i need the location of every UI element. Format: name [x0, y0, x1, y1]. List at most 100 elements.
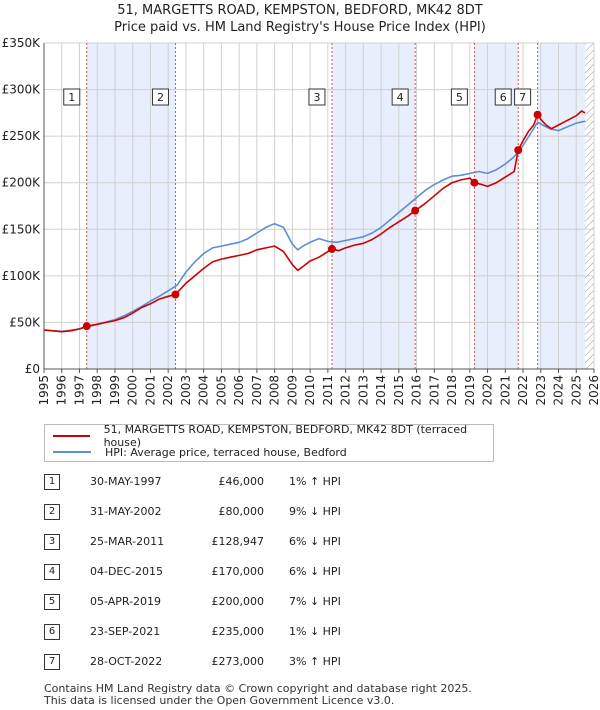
- x-tick-label: 2012: [339, 375, 353, 406]
- sale-number-badge: 2: [44, 504, 60, 520]
- x-tick-label: 2021: [498, 375, 512, 406]
- sale-date: 04-DEC-2015: [90, 565, 164, 578]
- x-tick-label: 2003: [179, 375, 193, 406]
- x-tick-label: 1998: [90, 375, 104, 406]
- event-label-box: [308, 88, 326, 106]
- x-tick-label: 2018: [445, 375, 459, 406]
- x-tick-label: 2005: [214, 375, 228, 406]
- sale-point: [82, 322, 91, 331]
- event-label: 7: [519, 91, 526, 104]
- chart-title: 51, MARGETTS ROAD, KEMPSTON, BEDFORD, MK…: [117, 3, 483, 18]
- sale-point: [411, 206, 420, 215]
- y-tick-label: £50K: [9, 315, 41, 329]
- event-label: 3: [313, 91, 320, 104]
- x-tick-label: 2016: [410, 375, 424, 406]
- x-tick-label: 2001: [143, 375, 157, 406]
- chart-subtitle: Price paid vs. HM Land Registry's House …: [114, 20, 486, 35]
- x-tick-label: 1999: [108, 375, 122, 406]
- x-tick-label: 2017: [427, 375, 441, 406]
- sale-point: [327, 244, 336, 253]
- sale-price: £128,947: [211, 535, 265, 548]
- footer-line-licence: This data is licensed under the Open Gov…: [44, 694, 395, 707]
- x-tick-label: 2014: [374, 375, 388, 406]
- y-tick-label: £0: [25, 362, 40, 376]
- x-tick-label: 1996: [55, 375, 69, 406]
- event-label: 4: [397, 91, 404, 104]
- legend-swatch-hpi: [53, 451, 91, 453]
- sale-row: 3 25-MAR-2011 £128,947 6% ↓ HPI: [44, 532, 404, 552]
- sale-number-badge: 1: [44, 474, 60, 490]
- footer-attribution: Contains HM Land Registry data © Crown c…: [44, 683, 472, 707]
- series-line-property: [43, 110, 586, 333]
- sale-price: £200,000: [211, 595, 265, 608]
- sale-point: [171, 290, 180, 299]
- sale-price: £170,000: [211, 565, 265, 578]
- x-tick-label: 2024: [552, 375, 566, 406]
- series-line-hpi: [43, 120, 586, 333]
- event-label-box: [450, 88, 468, 106]
- y-tick-label: £250K: [2, 129, 42, 143]
- x-tick-label: 2002: [161, 375, 175, 406]
- x-tick-label: 2011: [321, 375, 335, 406]
- sale-hpi-diff: 1% ↓ HPI: [289, 625, 341, 638]
- sale-number-badge: 4: [44, 564, 60, 580]
- sale-row: 7 28-OCT-2022 £273,000 3% ↑ HPI: [44, 652, 404, 672]
- x-tick-label: 2004: [197, 375, 211, 406]
- sale-hpi-diff: 9% ↓ HPI: [289, 505, 341, 518]
- sale-row: 6 23-SEP-2021 £235,000 1% ↓ HPI: [44, 622, 404, 642]
- legend-item-property: 51, MARGETTS ROAD, KEMPSTON, BEDFORD, MK…: [53, 423, 493, 449]
- sale-row: 5 05-APR-2019 £200,000 7% ↓ HPI: [44, 592, 404, 612]
- y-tick-label: £300K: [2, 83, 42, 97]
- event-label-box: [151, 88, 169, 106]
- sale-price: £46,000: [218, 475, 265, 488]
- x-tick-label: 2008: [268, 375, 282, 406]
- sale-price: £273,000: [211, 655, 265, 668]
- sale-price: £235,000: [211, 625, 265, 638]
- legend-label-hpi: HPI: Average price, terraced house, Bedf…: [105, 445, 347, 459]
- sale-date: 30-MAY-1997: [90, 475, 162, 488]
- sale-point: [533, 110, 542, 119]
- x-tick-label: 1995: [37, 375, 51, 406]
- x-tick-label: 2013: [356, 375, 370, 406]
- sale-hpi-diff: 3% ↑ HPI: [289, 655, 341, 668]
- x-tick-label: 2009: [285, 375, 299, 406]
- x-tick-label: 2023: [534, 375, 548, 406]
- sale-point: [470, 178, 479, 187]
- x-tick-label: 2026: [587, 375, 600, 406]
- price-chart: 51, MARGETTS ROAD, KEMPSTON, BEDFORD, MK…: [2, 3, 600, 406]
- sale-row: 1 30-MAY-1997 £46,000 1% ↑ HPI: [44, 472, 404, 492]
- event-label: 6: [500, 91, 507, 104]
- event-label: 2: [157, 91, 164, 104]
- x-tick-label: 2006: [232, 375, 246, 406]
- sale-row: 2 31-MAY-2002 £80,000 9% ↓ HPI: [44, 502, 404, 522]
- sale-price: £80,000: [218, 505, 265, 518]
- sale-hpi-diff: 1% ↑ HPI: [289, 475, 341, 488]
- x-tick-label: 2007: [250, 375, 264, 406]
- sale-number-badge: 5: [44, 594, 60, 610]
- y-tick-label: £350K: [2, 36, 42, 50]
- sale-hpi-diff: 7% ↓ HPI: [289, 595, 341, 608]
- sale-date: 31-MAY-2002: [90, 505, 162, 518]
- legend-item-hpi: HPI: Average price, terraced house, Bedf…: [53, 444, 347, 460]
- sale-date: 25-MAR-2011: [90, 535, 165, 548]
- event-label: 1: [68, 91, 75, 104]
- x-tick-label: 2020: [481, 375, 495, 406]
- sale-number-badge: 3: [44, 534, 60, 550]
- legend-label-property: 51, MARGETTS ROAD, KEMPSTON, BEDFORD, MK…: [103, 423, 468, 449]
- sale-number-badge: 6: [44, 624, 60, 640]
- x-tick-label: 2022: [516, 375, 530, 406]
- y-tick-label: £100K: [2, 269, 42, 283]
- x-tick-label: 2010: [303, 375, 317, 406]
- x-tick-label: 1997: [72, 375, 86, 406]
- x-tick-label: 2025: [569, 375, 583, 406]
- x-tick-label: 2015: [392, 375, 406, 406]
- sale-hpi-diff: 6% ↓ HPI: [289, 535, 341, 548]
- y-tick-label: £200K: [2, 176, 42, 190]
- event-label: 5: [456, 91, 463, 104]
- sale-row: 4 04-DEC-2015 £170,000 6% ↓ HPI: [44, 562, 404, 582]
- hatched-region: [585, 43, 594, 369]
- sale-hpi-diff: 6% ↓ HPI: [289, 565, 341, 578]
- event-label-box: [514, 88, 532, 106]
- event-label-box: [494, 88, 512, 106]
- legend-swatch-property: [53, 435, 90, 437]
